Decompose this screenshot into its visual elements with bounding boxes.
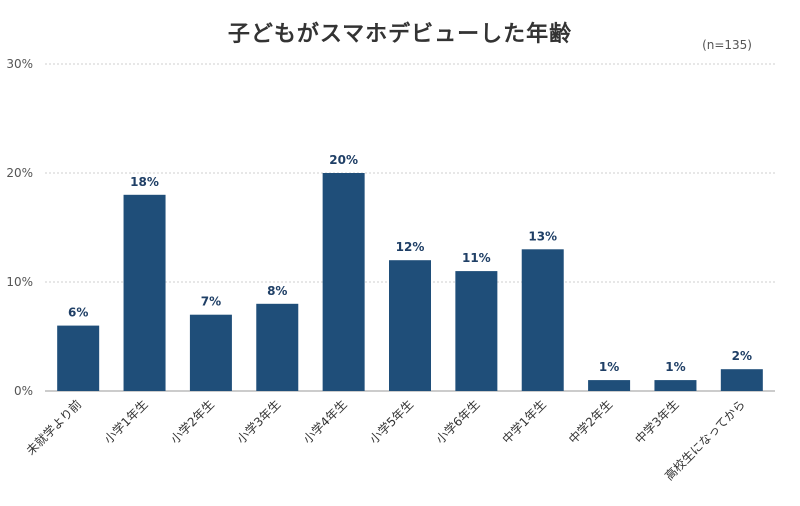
data-label: 18% [130,175,159,189]
x-tick-label: 小学5年生 [366,397,416,447]
x-tick-label: 中学1年生 [499,397,549,447]
bar [521,249,564,391]
data-label: 1% [599,360,619,374]
bar [455,271,498,391]
data-label: 13% [528,229,557,243]
bar [123,194,166,391]
x-tick-label: 中学3年生 [632,397,682,447]
x-tick-label: 未就学より前 [23,397,84,458]
data-label: 20% [329,153,358,167]
bar [57,325,100,391]
data-label: 6% [68,306,88,320]
data-label: 11% [462,251,491,265]
data-label: 7% [201,295,221,309]
bar [389,260,431,391]
bar [322,173,365,391]
x-tick-label: 小学4年生 [300,397,350,447]
y-tick-label: 30% [6,57,33,71]
y-tick-label: 10% [6,275,33,289]
data-label: 2% [732,349,752,363]
bar [720,369,763,391]
x-tick-label: 中学2年生 [565,397,615,447]
bar [588,380,631,391]
data-label: 12% [396,240,425,254]
sample-size-note: (n=135) [702,38,752,52]
chart-title: 子どもがスマホデビューした年齢 [227,22,573,47]
x-tick-label: 小学3年生 [233,397,283,447]
y-tick-label: 20% [6,166,33,180]
x-tick-label: 小学6年生 [433,397,483,447]
bar [189,314,232,391]
bar [654,380,697,391]
x-tick-label: 小学2年生 [167,397,217,447]
data-label: 1% [665,360,685,374]
data-label: 8% [267,284,287,298]
y-tick-label: 0% [14,384,33,398]
bar [256,303,299,391]
x-tick-label: 小学1年生 [101,397,151,447]
